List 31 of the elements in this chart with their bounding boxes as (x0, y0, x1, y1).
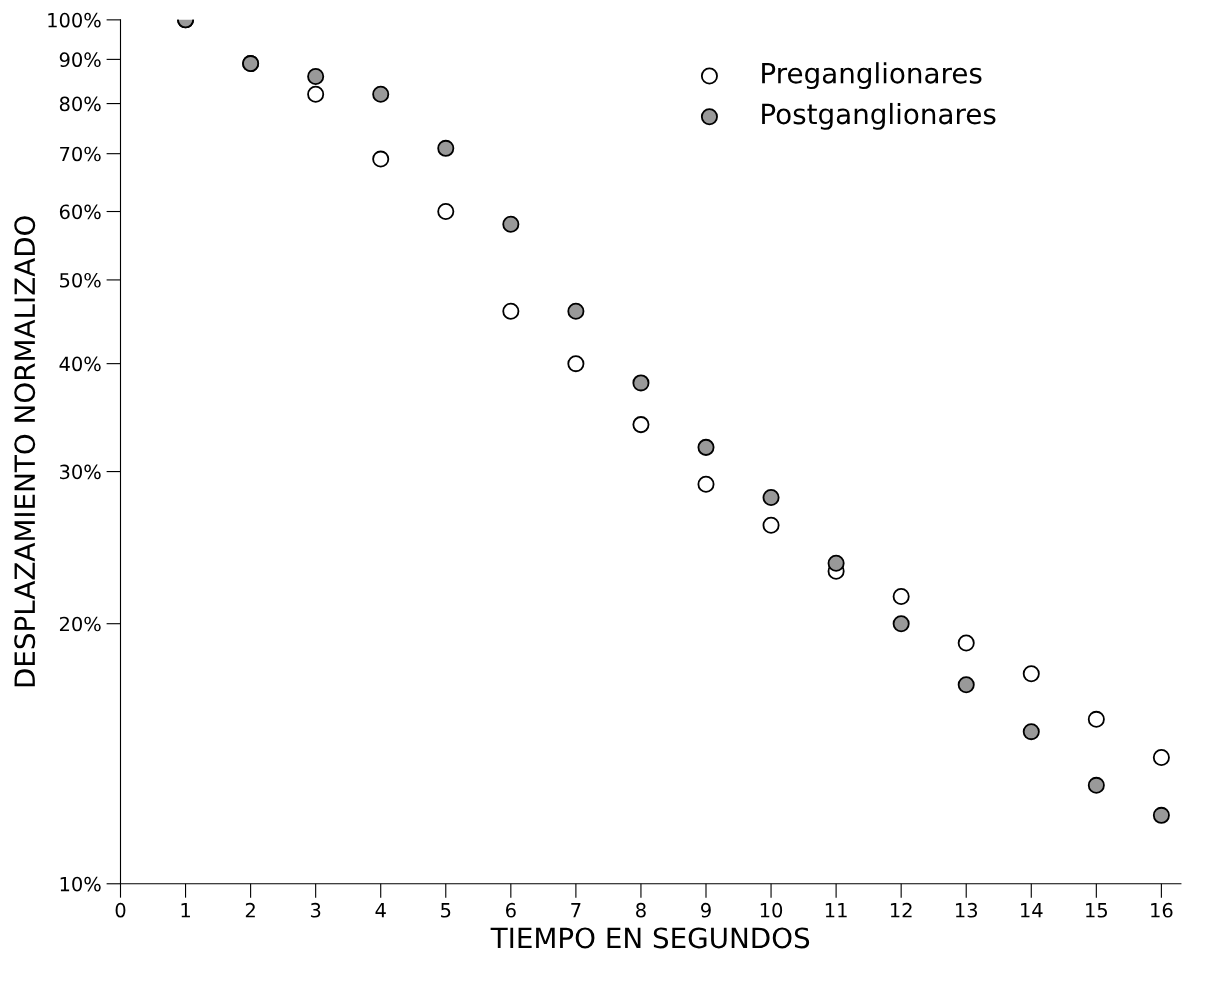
x-tick-label: 14 (1021, 903, 1043, 918)
y-tick-label: 20% (59, 616, 101, 632)
x-tick-label: 5 (441, 903, 451, 918)
x-tick-label: 15 (1086, 903, 1107, 918)
x-tick-label: 3 (310, 902, 321, 918)
y-tick-label: 40% (59, 356, 101, 372)
legend-label: Postganglionares (762, 102, 996, 130)
y-tick-label: 80% (59, 96, 101, 112)
x-tick-label: 6 (506, 902, 516, 918)
y-tick-label: 100% (48, 12, 101, 28)
y-tick-label: 30% (60, 464, 101, 480)
y-tick-label: 10% (60, 876, 101, 892)
x-tick-label: 12 (890, 902, 912, 918)
y-axis-title: DESPLAZAMIENTO NORMALIZADO (14, 216, 36, 687)
x-tick-label: 13 (955, 902, 978, 918)
y-tick-label: 90% (59, 52, 101, 68)
x-tick-label: 16 (1151, 902, 1173, 918)
x-tick-label: 11 (825, 903, 847, 918)
x-tick-label: 0 (115, 902, 126, 918)
x-tick-label: 4 (375, 903, 386, 918)
x-tick-label: 9 (701, 902, 711, 918)
y-tick-label: 60% (59, 204, 101, 220)
y-tick-label: 70% (60, 146, 101, 162)
x-tick-label: 10 (760, 902, 783, 918)
x-tick-label: 8 (636, 902, 646, 918)
x-tick-label: 1 (181, 903, 190, 918)
x-tick-label: 2 (245, 902, 255, 918)
x-tick-label: 7 (571, 903, 581, 918)
legend-label: Preganglionares (762, 62, 982, 90)
x-axis-title: TIEMPO EN SEGUNDOS (490, 927, 810, 949)
y-tick-label: 50% (60, 272, 101, 288)
